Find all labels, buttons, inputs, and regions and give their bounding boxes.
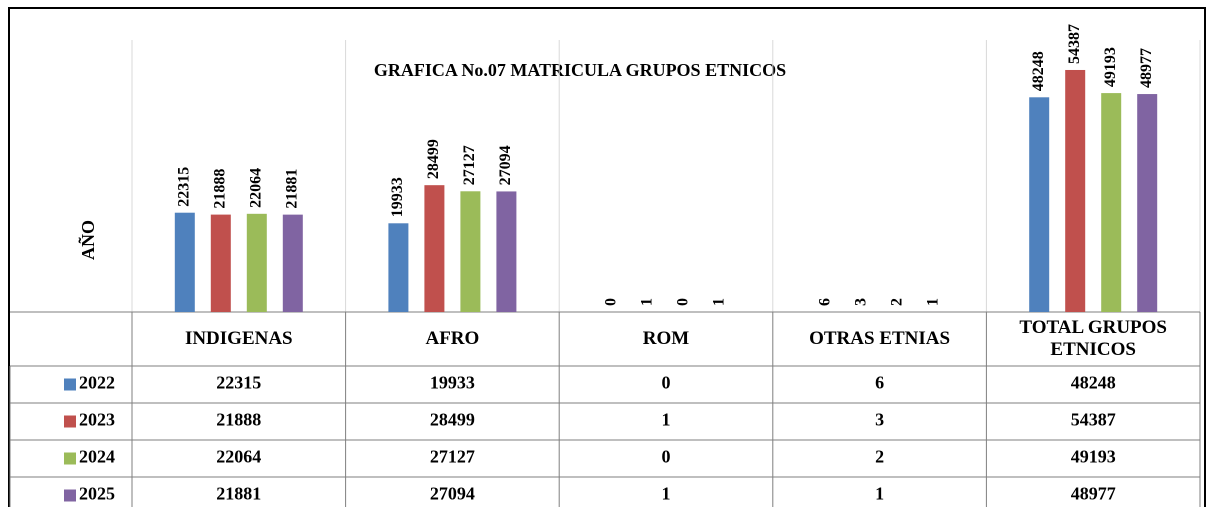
table-cell: 21888 [216, 410, 261, 430]
bar [174, 212, 195, 312]
legend-key [64, 378, 76, 391]
bar [1065, 69, 1086, 313]
data-label: 27094 [497, 145, 514, 185]
data-label: 28499 [425, 139, 442, 179]
table-cell: 48248 [1071, 373, 1116, 393]
legend-label: 2023 [79, 410, 115, 430]
data-label: 48248 [1030, 51, 1047, 91]
data-label: 22064 [247, 168, 264, 208]
bar [282, 214, 303, 312]
data-label: 2 [888, 298, 905, 306]
table-cell: 48977 [1071, 484, 1116, 504]
data-label: 22315 [175, 167, 192, 207]
table-cell: 54387 [1071, 410, 1116, 430]
column-header: INDIGENAS [184, 328, 293, 349]
table-cell: 28499 [430, 410, 475, 430]
axis-title: AÑO [77, 220, 98, 260]
legend-key [64, 489, 76, 502]
table-cell: 21881 [216, 484, 261, 504]
legend-key [64, 415, 76, 428]
data-label: 0 [603, 298, 620, 306]
table-header: INDIGENAS [184, 328, 293, 349]
data-label: 3 [852, 298, 869, 306]
column-header: TOTAL GRUPOS ETNICOS [1019, 317, 1167, 360]
data-label: 27127 [461, 145, 478, 185]
table-cell: 1 [662, 484, 671, 504]
column-header: ROM [642, 328, 690, 349]
bar [210, 214, 231, 312]
table-cell: 27127 [430, 447, 475, 467]
table-cell: 0 [662, 447, 671, 467]
table-cell: 27094 [430, 484, 475, 504]
table-cell: 2 [875, 447, 884, 467]
table-cell: 6 [875, 373, 884, 393]
table-header: AFRO [425, 328, 480, 349]
data-label: 54387 [1066, 24, 1083, 64]
bar [1137, 94, 1158, 312]
data-label: 49193 [1102, 47, 1119, 87]
data-label: 19933 [389, 177, 406, 217]
table-cell: 22315 [216, 373, 261, 393]
data-label: 21881 [283, 169, 300, 209]
data-label: 1 [924, 298, 941, 306]
bar [1101, 93, 1122, 312]
bar [388, 223, 409, 312]
data-label: 1 [639, 298, 656, 306]
legend-label: 2022 [79, 373, 115, 393]
bar [460, 191, 481, 312]
chart-title: GRAFICA No.07 MATRICULA GRUPOS ETNICOS [374, 60, 786, 80]
table-header: OTRAS ETNIAS [809, 328, 951, 349]
bar [496, 191, 517, 312]
table-header: TOTAL GRUPOS ETNICOS [1019, 317, 1167, 360]
table-cell: 1 [875, 484, 884, 504]
data-label: 21888 [211, 169, 228, 209]
bar [246, 213, 267, 312]
legend-label: 2025 [79, 484, 115, 504]
table-cell: 19933 [430, 373, 475, 393]
column-header: OTRAS ETNIAS [809, 328, 951, 349]
table-header: ROM [642, 328, 690, 349]
table-cell: 0 [662, 373, 671, 393]
table-cell: 3 [875, 410, 884, 430]
legend-label: 2024 [79, 447, 115, 467]
table-cell: 22064 [216, 447, 261, 467]
data-label: 1 [711, 298, 728, 306]
data-label: 48977 [1138, 48, 1155, 88]
data-label: 6 [816, 298, 833, 306]
table-cell: 1 [662, 410, 671, 430]
table-cell: 49193 [1071, 447, 1116, 467]
column-header: AFRO [425, 328, 480, 349]
bar [1029, 97, 1050, 312]
bar [424, 185, 445, 312]
legend-key [64, 452, 76, 465]
data-label: 0 [675, 298, 692, 306]
